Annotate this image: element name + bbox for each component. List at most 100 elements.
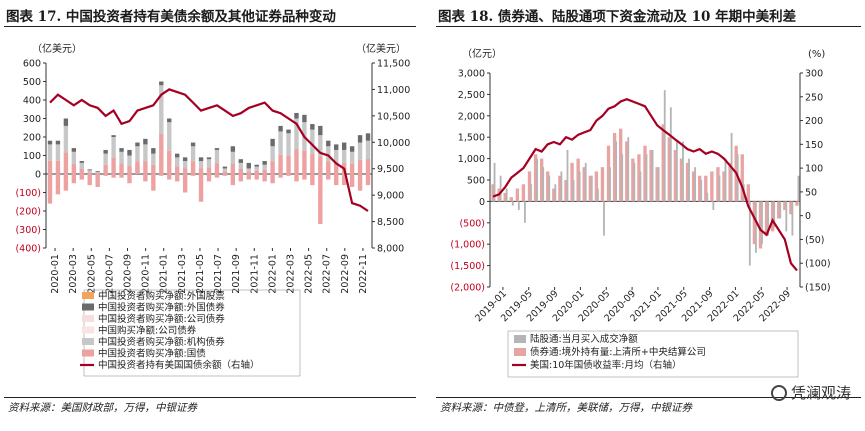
legend-label: 美国:10年国债收益率:月均（右轴） bbox=[530, 359, 682, 371]
right-figure-panel: 图表 18. 债券通、陆股通项下资金流动及 10 年期中美利差 （亿元） (%) 3… bbox=[432, 0, 865, 431]
right-y-axis-unit: (%) bbox=[808, 49, 825, 60]
x-tick-label: 2021-07 bbox=[213, 254, 224, 294]
x-tick-label: 2020-07 bbox=[104, 254, 115, 294]
wechat-logo-icon bbox=[770, 385, 787, 401]
left-y-tick-label: 2,500 bbox=[458, 90, 485, 101]
stock-connect-bar bbox=[706, 192, 709, 202]
treasury-bar bbox=[326, 161, 331, 174]
foreign-bond-bar bbox=[349, 146, 355, 152]
stock-connect-bar bbox=[694, 167, 697, 202]
right-y-tick-label: 8,000 bbox=[377, 244, 404, 255]
left-y-tick-label: 2,000 bbox=[458, 111, 485, 122]
foreign-bond-bar bbox=[63, 118, 69, 126]
bond-connect-bar bbox=[758, 201, 763, 249]
x-tick-label: 2020-01 bbox=[50, 254, 61, 294]
right-title-rule bbox=[436, 26, 861, 27]
stock-connect-bar bbox=[627, 137, 630, 202]
stock-connect-bar bbox=[493, 162, 496, 202]
foreign-bond-bar bbox=[318, 125, 323, 136]
bond-connect-bar bbox=[673, 150, 678, 202]
watermark-text: 凭澜观涛 bbox=[790, 384, 851, 402]
treasury-bar bbox=[230, 174, 236, 186]
treasury-bar bbox=[79, 169, 84, 174]
bond-connect-bar bbox=[691, 171, 696, 202]
bond-connect-bar bbox=[667, 137, 671, 202]
legend-label: 中国投资者持有美国国债余额（右轴） bbox=[98, 359, 260, 371]
treasury-bar bbox=[326, 174, 331, 180]
stock-connect-bar bbox=[566, 150, 569, 202]
right-y-tick-label: 50 bbox=[805, 187, 817, 198]
legend-label: 中国投资者购买净额:外国债券 bbox=[98, 302, 225, 314]
treasury-bar bbox=[87, 174, 92, 186]
foreign-bond-bar bbox=[206, 157, 212, 160]
stock-connect-bar bbox=[603, 201, 605, 236]
bond-connect-bar bbox=[625, 141, 629, 202]
bond-connect-bar bbox=[789, 201, 793, 215]
stock-connect-bar bbox=[779, 201, 782, 219]
foreign-bond-bar bbox=[135, 142, 140, 147]
agency-bond-bar bbox=[341, 149, 347, 164]
treasury-bar bbox=[310, 154, 315, 174]
legend-swatch bbox=[82, 338, 94, 345]
foreign-bond-bar bbox=[310, 124, 315, 130]
right-y-tick-label: (50) bbox=[805, 235, 825, 246]
x-tick-label: 2020-05 bbox=[86, 254, 97, 294]
stock-connect-bar bbox=[542, 167, 545, 202]
foreign-bond-bar bbox=[167, 118, 172, 123]
bond-connect-bar bbox=[661, 124, 665, 202]
treasury-bar bbox=[175, 166, 180, 174]
treasury-bar bbox=[262, 169, 267, 174]
spread-line bbox=[492, 98, 798, 272]
foreign-bond-bar bbox=[119, 148, 124, 152]
x-tick-label: 2022-11 bbox=[358, 254, 369, 294]
agency-bond-bar bbox=[127, 155, 132, 166]
x-tick-label: 2021-03 bbox=[177, 254, 188, 294]
stock-connect-bar bbox=[517, 201, 520, 210]
treasury-bar bbox=[270, 174, 275, 184]
treasury-bar bbox=[55, 160, 61, 174]
right-y-tick-label: 300 bbox=[805, 69, 823, 80]
right-y-tick-label: 9,500 bbox=[377, 164, 404, 175]
stock-connect-bar bbox=[682, 141, 684, 202]
treasury-bar bbox=[230, 164, 236, 174]
bond-connect-bar bbox=[722, 171, 726, 202]
bond-connect-bar bbox=[527, 171, 532, 202]
right-y-tick-label: 250 bbox=[805, 92, 823, 103]
bond-connect-bar bbox=[704, 175, 708, 202]
treasury-bar bbox=[357, 159, 363, 174]
bond-connect-bar bbox=[582, 167, 586, 202]
right-y-tick-label: 11,500 bbox=[377, 59, 410, 70]
right-y-tick-label: (150) bbox=[805, 283, 831, 294]
bond-connect-bar bbox=[491, 184, 495, 202]
x-tick-label: 2021-11 bbox=[249, 254, 260, 294]
treasury-bar bbox=[302, 150, 307, 174]
right-y-tick-label: (100) bbox=[805, 259, 831, 270]
treasury-bar bbox=[318, 174, 323, 224]
x-tick-label: 2022-01 bbox=[267, 254, 278, 294]
stock-connect-bar bbox=[572, 180, 575, 202]
foreign-bond-bar bbox=[270, 138, 275, 147]
agency-bond-bar bbox=[119, 151, 124, 165]
agency-bond-bar bbox=[278, 131, 283, 155]
foreign-bond-bar bbox=[151, 148, 156, 154]
treasury-bar bbox=[302, 174, 307, 180]
x-tick-label: 2022-09 bbox=[340, 254, 351, 294]
stock-connect-bar bbox=[754, 201, 757, 253]
stock-connect-bar bbox=[657, 167, 660, 202]
agency-bond-bar bbox=[286, 133, 291, 156]
treasury-bar bbox=[143, 174, 148, 182]
stock-connect-bar bbox=[669, 107, 672, 202]
foreign-bond-bar bbox=[87, 169, 92, 171]
left-title-rule bbox=[4, 26, 416, 27]
agency-bond-bar bbox=[95, 172, 100, 174]
bond-connect-bar bbox=[637, 154, 641, 202]
treasury-bar bbox=[63, 174, 69, 191]
foreign-bond-bar bbox=[127, 149, 132, 156]
foreign-bond-bar bbox=[334, 144, 339, 150]
agency-bond-bar bbox=[357, 142, 363, 160]
stock-connect-bar bbox=[761, 201, 763, 245]
bond-connect-bar bbox=[606, 145, 611, 202]
bond-connect-bar bbox=[521, 184, 526, 202]
bond-connect-bar bbox=[740, 154, 744, 202]
stock-connect-bar bbox=[688, 158, 690, 202]
